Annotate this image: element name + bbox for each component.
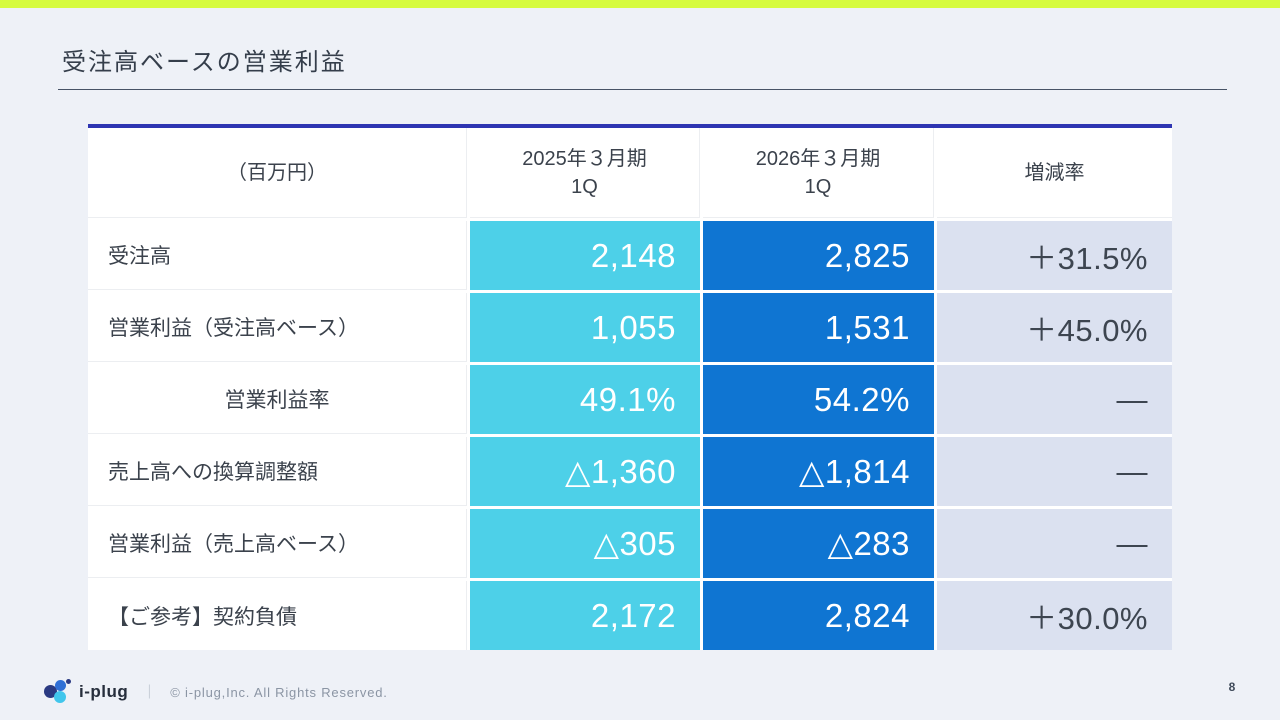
cell-fy2026-op-profit-order-base: 1,531 — [703, 293, 934, 362]
row-label-op-profit-sales-base: 営業利益（売上高ベース） — [88, 509, 467, 578]
logo-circle-cyan — [54, 691, 66, 703]
cell-change-order-volume: ＋31.5% — [937, 221, 1172, 290]
header-fy2025: 2025年３月期 1Q — [470, 128, 700, 218]
row-label-order-volume: 受注高 — [88, 221, 467, 290]
copyright-text: © i-plug,Inc. All Rights Reserved. — [170, 684, 388, 700]
row-label-conversion-adjustment: 売上高への換算調整額 — [88, 437, 467, 506]
cell-fy2026-contract-liabilities: 2,824 — [703, 581, 934, 650]
table-top-border — [88, 124, 1172, 128]
header-fy2025-quarter: 1Q — [571, 175, 598, 198]
top-accent-bar — [0, 0, 1280, 8]
logo-wordmark: i-plug — [79, 682, 129, 701]
cell-fy2025-op-profit-order-base: 1,055 — [470, 293, 700, 362]
logo-dot — [66, 679, 71, 684]
i-plug-logo-icon — [44, 679, 72, 705]
cell-fy2025-order-volume: 2,148 — [470, 221, 700, 290]
cell-fy2025-contract-liabilities: 2,172 — [470, 581, 700, 650]
cell-fy2025-op-margin: 49.1% — [470, 365, 700, 434]
header-fy2026-year: 2026年３月期 — [755, 147, 881, 170]
cell-change-op-profit-sales-base: — — [937, 509, 1172, 578]
cell-change-conversion-adjustment: — — [937, 437, 1172, 506]
row-label-op-profit-order-base: 営業利益（受注高ベース） — [88, 293, 467, 362]
title-divider — [58, 89, 1227, 90]
cell-fy2026-op-profit-sales-base: △283 — [703, 509, 934, 578]
cell-fy2026-conversion-adjustment: △1,814 — [703, 437, 934, 506]
row-label-contract-liabilities: 【ご参考】契約負債 — [88, 581, 467, 650]
header-fy2026-quarter: 1Q — [804, 175, 832, 198]
row-label-op-margin: 営業利益率 — [88, 365, 467, 434]
page-number: 8 — [1228, 680, 1236, 694]
footer-separator: ｜ — [142, 684, 157, 700]
footer: i-plug ｜ © i-plug,Inc. All Rights Reserv… — [44, 678, 388, 706]
header-fy2026: 2026年３月期 1Q — [703, 128, 934, 218]
financial-table: （百万円） 2025年３月期 1Q 2026年３月期 1Q 増減率 受注高 2,… — [88, 124, 1172, 650]
header-unit: （百万円） — [88, 128, 467, 218]
cell-change-op-margin: — — [937, 365, 1172, 434]
logo-circle-blue — [55, 680, 66, 691]
table-grid: （百万円） 2025年３月期 1Q 2026年３月期 1Q 増減率 受注高 2,… — [88, 128, 1172, 650]
header-change-rate: 増減率 — [937, 128, 1172, 218]
cell-fy2026-op-margin: 54.2% — [703, 365, 934, 434]
cell-fy2025-op-profit-sales-base: △305 — [470, 509, 700, 578]
cell-change-contract-liabilities: ＋30.0% — [937, 581, 1172, 650]
page-title: 受注高ベースの営業利益 — [62, 49, 347, 76]
logo-circle-navy — [44, 685, 57, 698]
cell-change-op-profit-order-base: ＋45.0% — [937, 293, 1172, 362]
cell-fy2025-conversion-adjustment: △1,360 — [470, 437, 700, 506]
cell-fy2026-order-volume: 2,825 — [703, 221, 934, 290]
header-fy2025-year: 2025年３月期 — [522, 147, 647, 170]
